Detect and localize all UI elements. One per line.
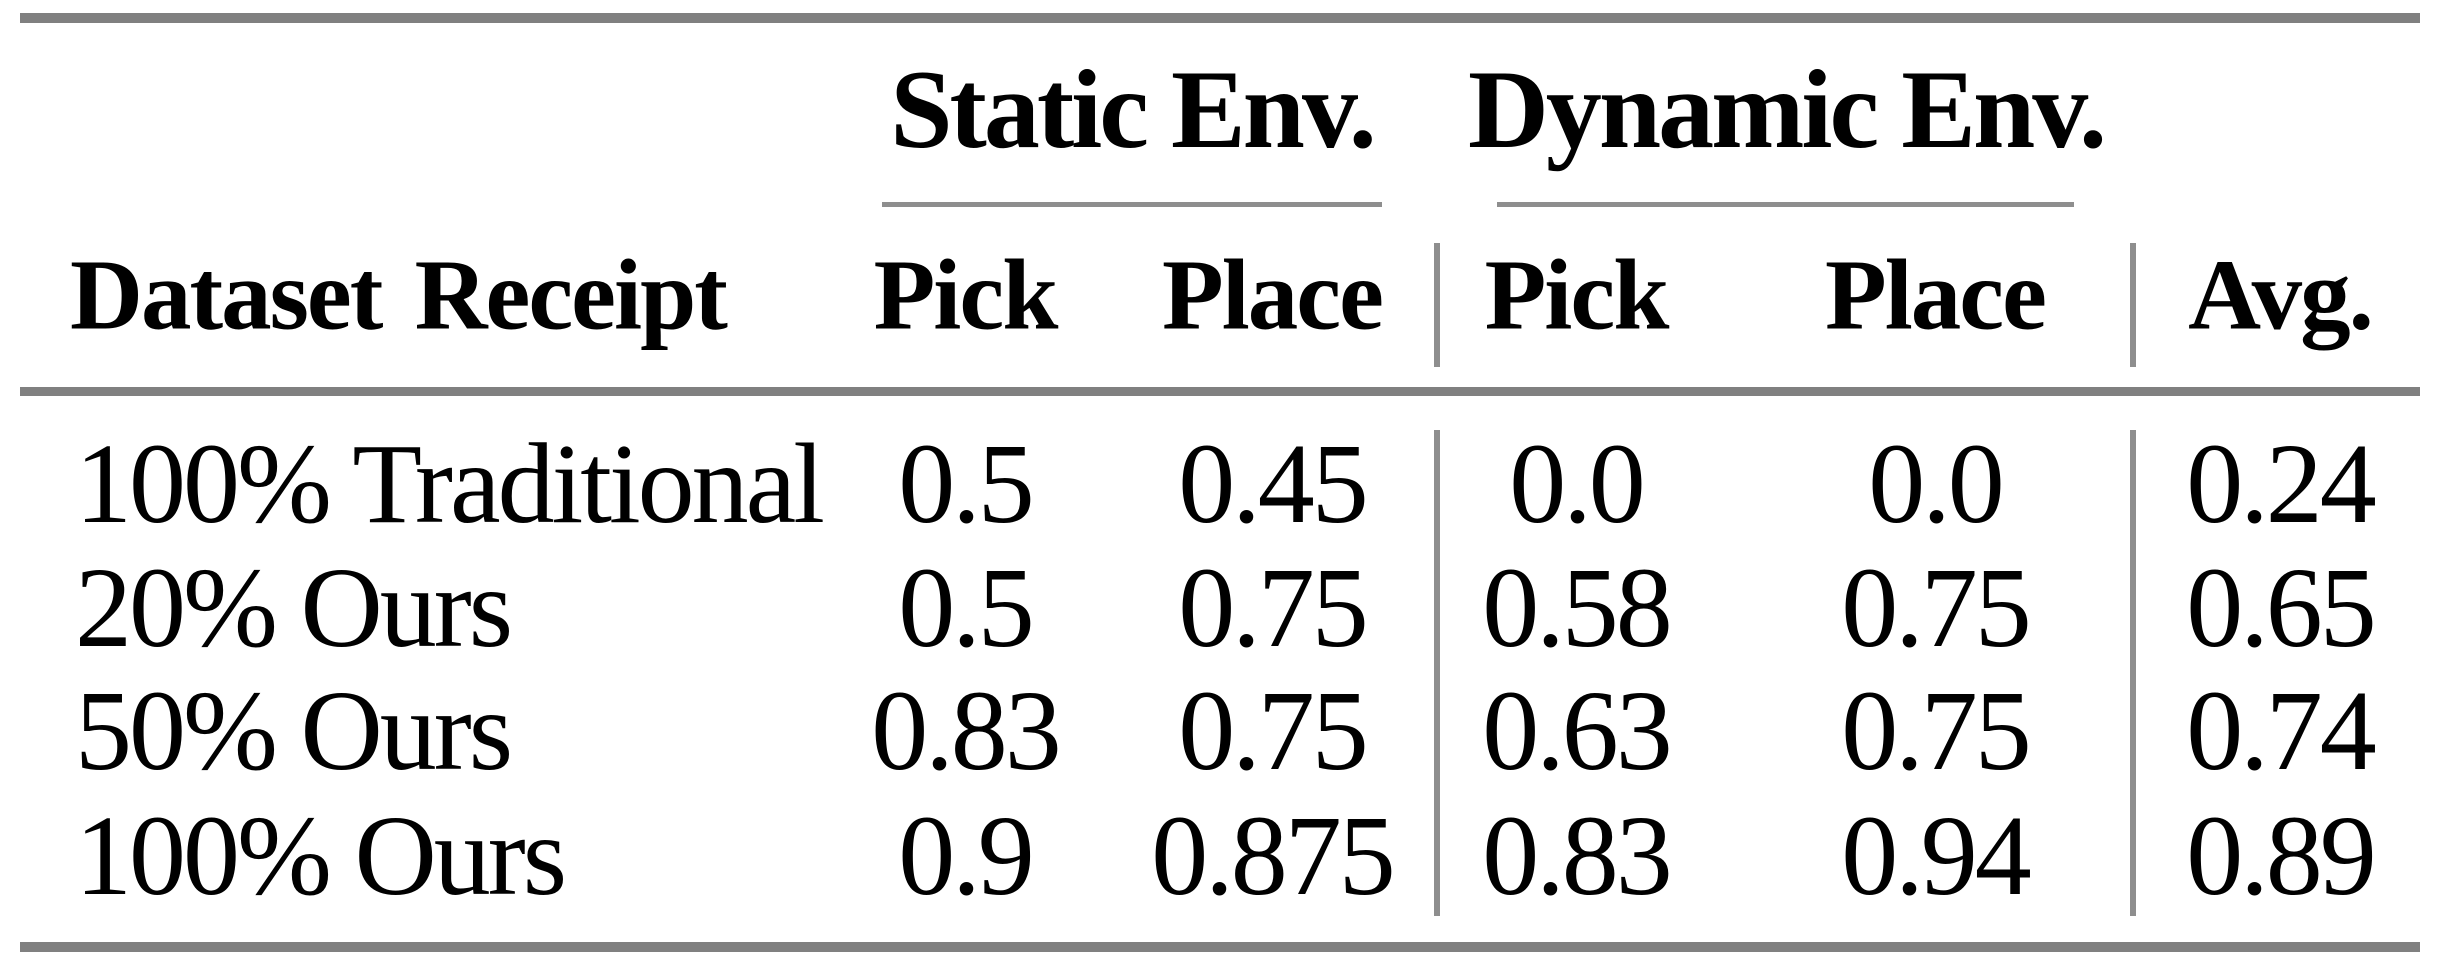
row-label-100-traditional: 100% Traditional	[75, 420, 825, 547]
row-label-20-ours: 20% Ours	[75, 544, 513, 671]
column-header-dataset-receipt: Dataset Receipt	[70, 238, 728, 351]
cell-static-place: 0.75	[1178, 544, 1368, 671]
cell-dynamic-place: 0.75	[1841, 544, 2031, 671]
column-header-static-pick: Pick	[873, 238, 1059, 351]
cell-dynamic-pick: 0.83	[1482, 792, 1672, 919]
row-label-50-ours: 50% Ours	[75, 667, 513, 794]
cell-dynamic-place: 0.94	[1841, 792, 2031, 919]
table-top-rule	[20, 13, 2420, 23]
cmidrule-dynamic-env	[1497, 202, 2074, 207]
column-divider-dynamic-avg-header	[2130, 243, 2136, 367]
column-header-dynamic-pick: Pick	[1484, 238, 1670, 351]
group-header-dynamic-env: Dynamic Env.	[1467, 48, 2107, 172]
group-header-static-env: Static Env.	[890, 48, 1377, 172]
cell-static-pick: 0.5	[898, 544, 1034, 671]
cell-avg: 0.74	[2186, 667, 2376, 794]
column-divider-static-dynamic-body	[1434, 430, 1440, 916]
cell-static-pick: 0.5	[898, 420, 1034, 547]
column-header-static-place: Place	[1162, 238, 1384, 351]
column-divider-dynamic-avg-body	[2130, 430, 2136, 916]
table-header-rule	[20, 387, 2420, 396]
cell-static-pick: 0.83	[871, 667, 1061, 794]
cell-avg: 0.24	[2186, 420, 2376, 547]
cell-static-place: 0.45	[1178, 420, 1368, 547]
cell-dynamic-pick: 0.58	[1482, 544, 1672, 671]
cell-static-place: 0.75	[1178, 667, 1368, 794]
cmidrule-static-env	[882, 202, 1382, 207]
row-label-100-ours: 100% Ours	[75, 792, 567, 919]
cell-dynamic-pick: 0.0	[1509, 420, 1645, 547]
cell-static-pick: 0.9	[898, 792, 1034, 919]
column-divider-static-dynamic-header	[1434, 243, 1440, 367]
cell-avg: 0.89	[2186, 792, 2376, 919]
column-header-avg: Avg.	[2188, 238, 2374, 351]
cell-avg: 0.65	[2186, 544, 2376, 671]
cell-dynamic-place: 0.75	[1841, 667, 2031, 794]
table-bottom-rule	[20, 942, 2420, 952]
column-header-dynamic-place: Place	[1825, 238, 2047, 351]
cell-static-place: 0.875	[1151, 792, 1395, 919]
cell-dynamic-place: 0.0	[1868, 420, 2004, 547]
cell-dynamic-pick: 0.63	[1482, 667, 1672, 794]
